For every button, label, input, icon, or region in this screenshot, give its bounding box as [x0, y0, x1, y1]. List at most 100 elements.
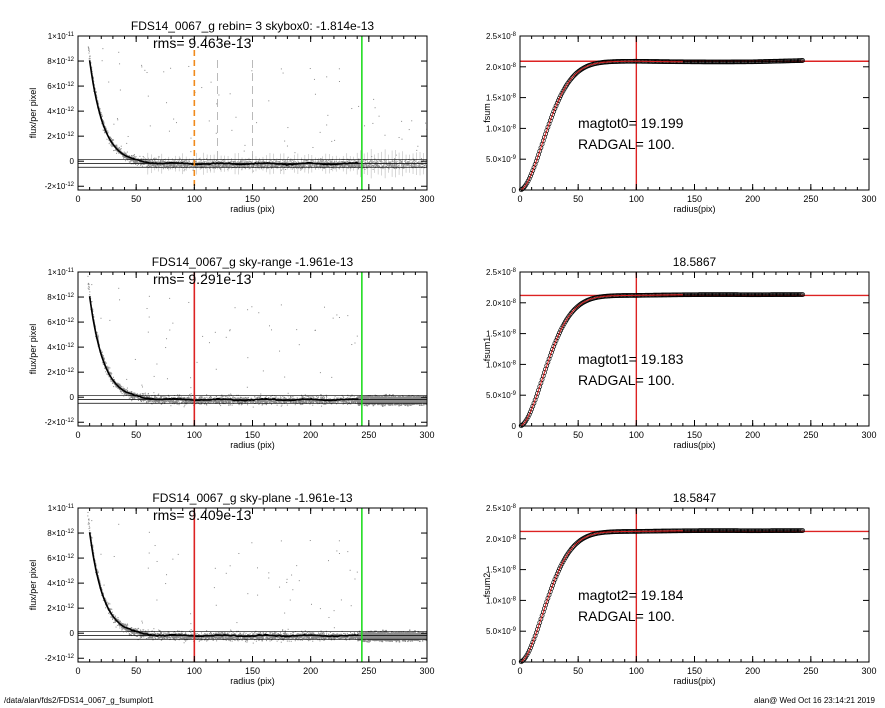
pixel-point [265, 395, 267, 397]
pixel-point [185, 160, 187, 162]
pixel-point [310, 163, 312, 165]
tail-point [413, 162, 415, 164]
pixel-point [215, 368, 217, 370]
pixel-point [235, 161, 237, 164]
pixel-point [151, 399, 153, 401]
pixel-point [198, 161, 200, 163]
pixel-point [239, 397, 241, 399]
pixel-point [232, 396, 234, 398]
pixel-point [190, 395, 192, 397]
pixel-point [113, 382, 115, 384]
pixel-point [110, 374, 112, 376]
tail-point [412, 163, 414, 165]
pixel-point [92, 77, 94, 79]
pixel-point [162, 402, 164, 404]
pixel-point [306, 161, 308, 163]
pixel-point [267, 397, 270, 399]
pixel-point [120, 145, 122, 147]
pixel-point [190, 393, 192, 395]
pixel-point [113, 123, 115, 125]
pixel-point [267, 163, 269, 166]
pixel-point [205, 161, 207, 163]
pixel-point [170, 397, 173, 399]
pixel-point [192, 169, 194, 171]
pixel-point [303, 160, 305, 162]
pixel-point [333, 398, 335, 400]
pixel-point [153, 400, 155, 403]
tail-point [421, 161, 423, 163]
tail-point [379, 160, 381, 162]
pixel-point [225, 165, 227, 167]
pixel-point [348, 402, 350, 404]
pixel-point [347, 394, 349, 396]
pixel-point [124, 388, 126, 390]
pixel-point [268, 160, 270, 162]
pixel-point [286, 404, 288, 406]
pixel-point [236, 164, 238, 166]
pixel-point [219, 403, 221, 405]
pixel-point [128, 161, 130, 163]
pixel-point [166, 164, 169, 166]
tail-point [372, 164, 374, 166]
pixel-point [305, 163, 308, 165]
pixel-point [158, 397, 160, 399]
pixel-point [340, 400, 342, 402]
pixel-point [165, 400, 167, 402]
pixel-point [188, 301, 190, 303]
pixel-point [214, 164, 216, 166]
pixel-point [272, 400, 274, 402]
pixel-point [215, 160, 217, 162]
pixel-point [131, 394, 133, 396]
pixel-point [126, 378, 128, 380]
pixel-point [202, 401, 204, 403]
pixel-point [294, 404, 296, 406]
pixel-point [267, 401, 269, 403]
pixel-point [333, 397, 335, 399]
pixel-point [194, 401, 196, 403]
tail-point [413, 159, 415, 161]
pixel-point [203, 165, 206, 168]
pixel-point [102, 115, 104, 117]
tail-point [418, 164, 420, 166]
pixel-point [252, 401, 254, 403]
pixel-point [355, 160, 357, 162]
pixel-point [302, 164, 305, 167]
pixel-point [328, 401, 331, 403]
pixel-point [174, 161, 176, 163]
tail-point [371, 156, 373, 158]
tail-point [357, 164, 359, 166]
pixel-point [164, 163, 167, 166]
pixel-point [336, 314, 338, 316]
pixel-point [168, 130, 170, 132]
pixel-point [212, 160, 214, 163]
pixel-point [354, 165, 357, 168]
pixel-point [135, 156, 137, 158]
pixel-point [141, 163, 144, 165]
pixel-point [137, 394, 139, 396]
pixel-point [344, 165, 346, 168]
pixel-point [242, 401, 244, 403]
pixel-point [219, 400, 221, 402]
pixel-point [91, 212, 92, 213]
pixel-point [165, 347, 167, 349]
pixel-point [222, 159, 224, 161]
pixel-point [157, 164, 159, 166]
pixel-point [343, 163, 346, 166]
pixel-point [215, 161, 217, 163]
tail-point [418, 163, 420, 165]
plot-area [78, 212, 427, 426]
pixel-point [261, 165, 263, 167]
pixel-point [111, 139, 114, 141]
pixel-point [149, 161, 151, 163]
pixel-point [163, 165, 166, 167]
pixel-point [198, 400, 201, 403]
pixel-point [356, 163, 358, 165]
pixel-point [295, 162, 298, 164]
pixel-point [178, 396, 180, 398]
tail-point [382, 162, 384, 164]
pixel-point [350, 401, 353, 403]
pixel-point [111, 146, 113, 148]
pixel-point [321, 403, 323, 405]
pixel-point [217, 165, 220, 167]
pixel-point [183, 406, 185, 408]
